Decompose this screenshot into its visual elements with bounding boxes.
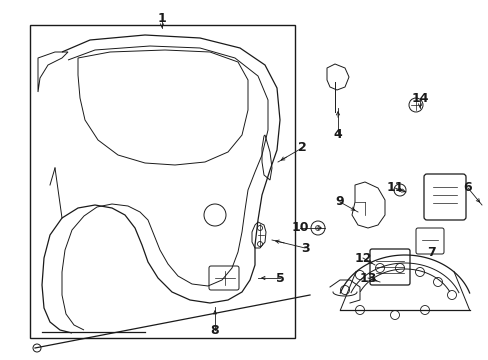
Text: 13: 13 xyxy=(359,271,376,284)
Circle shape xyxy=(398,189,401,192)
Text: 6: 6 xyxy=(463,181,471,194)
Bar xyxy=(30,25,294,338)
Text: 10: 10 xyxy=(291,221,308,234)
Text: 11: 11 xyxy=(386,181,403,194)
Text: 8: 8 xyxy=(210,324,219,337)
Text: 4: 4 xyxy=(333,129,342,141)
Text: 9: 9 xyxy=(335,195,344,208)
Text: 5: 5 xyxy=(275,271,284,284)
Text: 12: 12 xyxy=(353,252,371,265)
Text: 7: 7 xyxy=(427,246,435,258)
Text: 14: 14 xyxy=(410,91,428,104)
Text: 2: 2 xyxy=(297,141,306,154)
Text: 1: 1 xyxy=(157,12,166,24)
Text: 3: 3 xyxy=(300,242,309,255)
